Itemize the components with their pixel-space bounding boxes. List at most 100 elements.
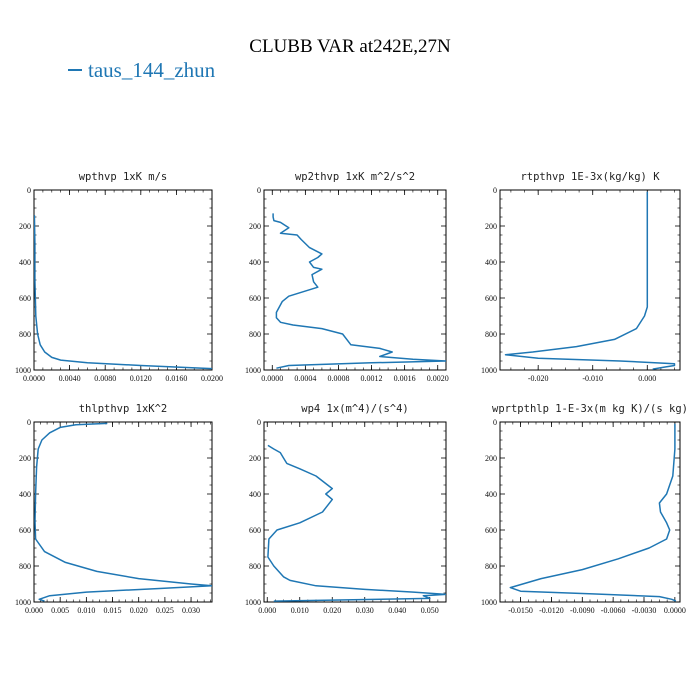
x-tick-label: 0.010 (77, 606, 95, 615)
panel-frame (499, 189, 681, 371)
figure-title: CLUBB VAR at242E,27N (249, 36, 451, 57)
y-tick-label: 1000 (481, 598, 497, 607)
y-tick-label: 800 (249, 330, 261, 339)
panel-title: thlpthvp 1xK^2 (79, 403, 168, 415)
x-tick-label: -0.0030 (632, 606, 657, 615)
y-tick-label: 1000 (15, 598, 31, 607)
x-tick-label: 0.0000 (664, 606, 686, 615)
x-tick-label: 0.0160 (165, 374, 187, 383)
x-tick-label: 0.020 (130, 606, 148, 615)
x-tick-label: 0.005 (51, 606, 69, 615)
x-tick-label: 0.030 (356, 606, 374, 615)
series-line-1 (509, 423, 677, 602)
y-tick-label: 600 (19, 526, 31, 535)
x-tick-label: -0.0090 (570, 606, 595, 615)
panel-frame (263, 189, 447, 371)
y-tick-label: 1000 (481, 366, 497, 375)
x-tick-label: 0.0040 (59, 374, 81, 383)
series-line-1 (272, 213, 446, 369)
y-tick-label: 200 (19, 454, 31, 463)
x-tick-label: 0.0000 (23, 374, 45, 383)
x-tick-label: -0.020 (528, 374, 549, 383)
legend: taus_144_zhun (68, 58, 215, 83)
x-tick-label: 0.025 (156, 606, 174, 615)
x-tick-label: 0.0016 (394, 374, 416, 383)
y-tick-label: 400 (485, 490, 497, 499)
y-tick-label: 0 (493, 186, 497, 195)
x-tick-label: 0.0000 (261, 374, 283, 383)
panel-title: rtpthvp 1E-3x(kg/kg) K (520, 171, 660, 183)
y-tick-label: 600 (485, 294, 497, 303)
y-tick-label: 800 (485, 330, 497, 339)
x-tick-label: 0.0080 (94, 374, 116, 383)
panel-frame (33, 421, 213, 603)
y-tick-label: 200 (249, 454, 261, 463)
series-line-1 (34, 215, 212, 370)
panel-3: rtpthvp 1E-3x(kg/kg) K 0 200 400 600 800 1000 -… (481, 171, 681, 383)
y-tick-label: 400 (249, 258, 261, 267)
x-tick-label: 0.020 (323, 606, 341, 615)
y-tick-label: 200 (485, 222, 497, 231)
y-tick-label: 1000 (245, 598, 261, 607)
y-tick-label: 800 (249, 562, 261, 571)
y-tick-label: 800 (485, 562, 497, 571)
x-tick-label: 0.0004 (294, 374, 316, 383)
y-tick-label: 1000 (245, 366, 261, 375)
x-tick-label: 0.040 (388, 606, 406, 615)
x-tick-label: 0.0012 (361, 374, 383, 383)
y-tick-label: 200 (249, 222, 261, 231)
y-tick-label: 600 (19, 294, 31, 303)
legend-swatch (68, 69, 82, 72)
y-tick-label: 1000 (15, 366, 31, 375)
y-tick-label: 0 (257, 186, 261, 195)
panel-title: wprtpthlp 1-E-3x(m kg K)/(s kg) (492, 403, 688, 415)
x-tick-label: 0.030 (182, 606, 200, 615)
y-tick-label: 600 (485, 526, 497, 535)
y-tick-label: 400 (249, 490, 261, 499)
x-tick-label: 0.0008 (327, 374, 349, 383)
y-tick-label: 0 (27, 418, 31, 427)
y-tick-label: 0 (27, 186, 31, 195)
y-tick-label: 800 (19, 562, 31, 571)
x-tick-label: 0.010 (291, 606, 309, 615)
x-tick-label: 0.000 (638, 374, 656, 383)
y-tick-label: 600 (249, 526, 261, 535)
panel-title: wpthvp 1xK m/s (79, 171, 168, 183)
legend-label: taus_144_zhun (88, 58, 216, 82)
series-line-1 (504, 191, 676, 370)
x-tick-label: 0.0020 (427, 374, 449, 383)
x-tick-label: -0.0120 (539, 606, 564, 615)
x-tick-label: -0.010 (582, 374, 603, 383)
series-line-1 (34, 422, 212, 602)
y-tick-label: 600 (249, 294, 261, 303)
panel-6: wprtpthlp 1-E-3x(m kg K)/(s kg) 0 200 400 60… (481, 403, 688, 615)
x-tick-label: 0.000 (25, 606, 43, 615)
y-tick-label: 800 (19, 330, 31, 339)
x-tick-label: 0.0120 (130, 374, 152, 383)
y-tick-label: 400 (19, 258, 31, 267)
y-tick-label: 400 (19, 490, 31, 499)
y-tick-label: 200 (19, 222, 31, 231)
y-tick-label: 400 (485, 258, 497, 267)
y-tick-label: 0 (257, 418, 261, 427)
x-tick-label: 0.015 (104, 606, 122, 615)
panel-title: wp4 1x(m^4)/(s^4) (301, 403, 408, 415)
x-tick-label: 0.000 (258, 606, 276, 615)
x-tick-label: -0.0060 (601, 606, 626, 615)
x-tick-label: 0.0200 (201, 374, 223, 383)
panel-frame (499, 421, 681, 603)
y-tick-label: 0 (493, 418, 497, 427)
panel-title: wp2thvp 1xK m^2/s^2 (295, 171, 415, 183)
panel-frame (33, 189, 213, 371)
x-tick-label: 0.050 (421, 606, 439, 615)
panel-frame (263, 421, 447, 603)
x-tick-label: -0.0150 (508, 606, 533, 615)
series-line-1 (267, 444, 446, 602)
y-tick-label: 200 (485, 454, 497, 463)
panel-2: wp2thvp 1xK m^2/s^2020040060080010000.00… (245, 171, 449, 383)
